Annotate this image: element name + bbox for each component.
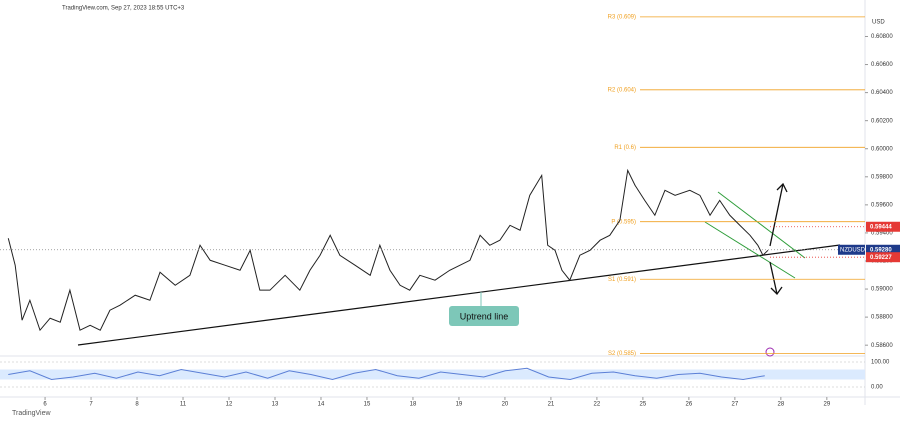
- x-tick-label: 6: [43, 402, 47, 408]
- x-tick-label: 28: [778, 402, 785, 408]
- x-tick-label: 20: [502, 402, 509, 408]
- price-line: [7, 168, 769, 332]
- x-tick-label: 18: [410, 402, 417, 408]
- price-label: 0.59444: [870, 224, 892, 230]
- footer: TradingView: [12, 410, 51, 417]
- x-tick-label: 7: [89, 402, 93, 408]
- price-label: 0.59227: [870, 255, 892, 261]
- y-tick-label: 0.60600: [871, 62, 893, 68]
- price-box: [866, 252, 900, 263]
- rsi-tick-label: 0.00: [871, 385, 883, 391]
- symbol: NZDUSD: [840, 247, 866, 253]
- x-tick-label: 12: [226, 402, 233, 408]
- rsi-line: [8, 367, 765, 381]
- event-icon: [765, 347, 775, 357]
- rsi-tick-label: 100.00: [871, 360, 890, 366]
- header: TradingView.com, Sep 27, 2023 18:55 UTC+…: [62, 6, 185, 12]
- pivot-label: R3 (0.609): [608, 14, 636, 20]
- x-tick-label: 22: [594, 402, 601, 408]
- y-tick-label: 0.60400: [871, 90, 893, 96]
- x-tick-label: 8: [135, 402, 139, 408]
- y-tick-label: 0.58600: [871, 343, 893, 349]
- x-tick-label: 13: [272, 402, 279, 408]
- x-tick-label: 21: [548, 402, 555, 408]
- pivot-label: R1 (0.6): [614, 145, 636, 151]
- currency: USD: [872, 20, 885, 26]
- x-tick-label: 11: [180, 402, 187, 408]
- price-box: [866, 221, 900, 232]
- x-tick-label: 26: [686, 402, 693, 408]
- pivot-label: S2 (0.585): [608, 351, 636, 357]
- callout-box: [449, 306, 519, 326]
- y-tick-label: 0.59400: [871, 231, 893, 237]
- x-tick-label: 27: [732, 402, 739, 408]
- pivot-label: R2 (0.604): [608, 87, 636, 93]
- y-tick-label: 0.60800: [871, 34, 893, 40]
- arrows: [769, 182, 788, 296]
- y-tick-label: 0.59000: [871, 287, 893, 293]
- pivot-label: S1 (0.591): [608, 277, 636, 283]
- x-tick-label: 19: [456, 402, 463, 408]
- symbol-box: [838, 244, 865, 255]
- x-tick-label: 15: [364, 402, 371, 408]
- y-tick-label: 0.60000: [871, 146, 893, 152]
- annotation: Uptrend line: [460, 311, 509, 321]
- y-tick-label: 0.58800: [871, 315, 893, 321]
- price-label: 0.59280: [870, 247, 892, 253]
- x-tick-label: 29: [823, 402, 830, 408]
- x-tick-label: 14: [318, 402, 325, 408]
- y-tick-label: 0.60200: [871, 118, 893, 124]
- y-tick-label: 0.59600: [871, 202, 893, 208]
- uptrend-line: [77, 244, 841, 346]
- channel-upper: [717, 191, 806, 259]
- x-tick-label: 25: [640, 402, 647, 408]
- pivot-label: P (0.595): [611, 219, 636, 225]
- y-tick-label: 0.59800: [871, 174, 893, 180]
